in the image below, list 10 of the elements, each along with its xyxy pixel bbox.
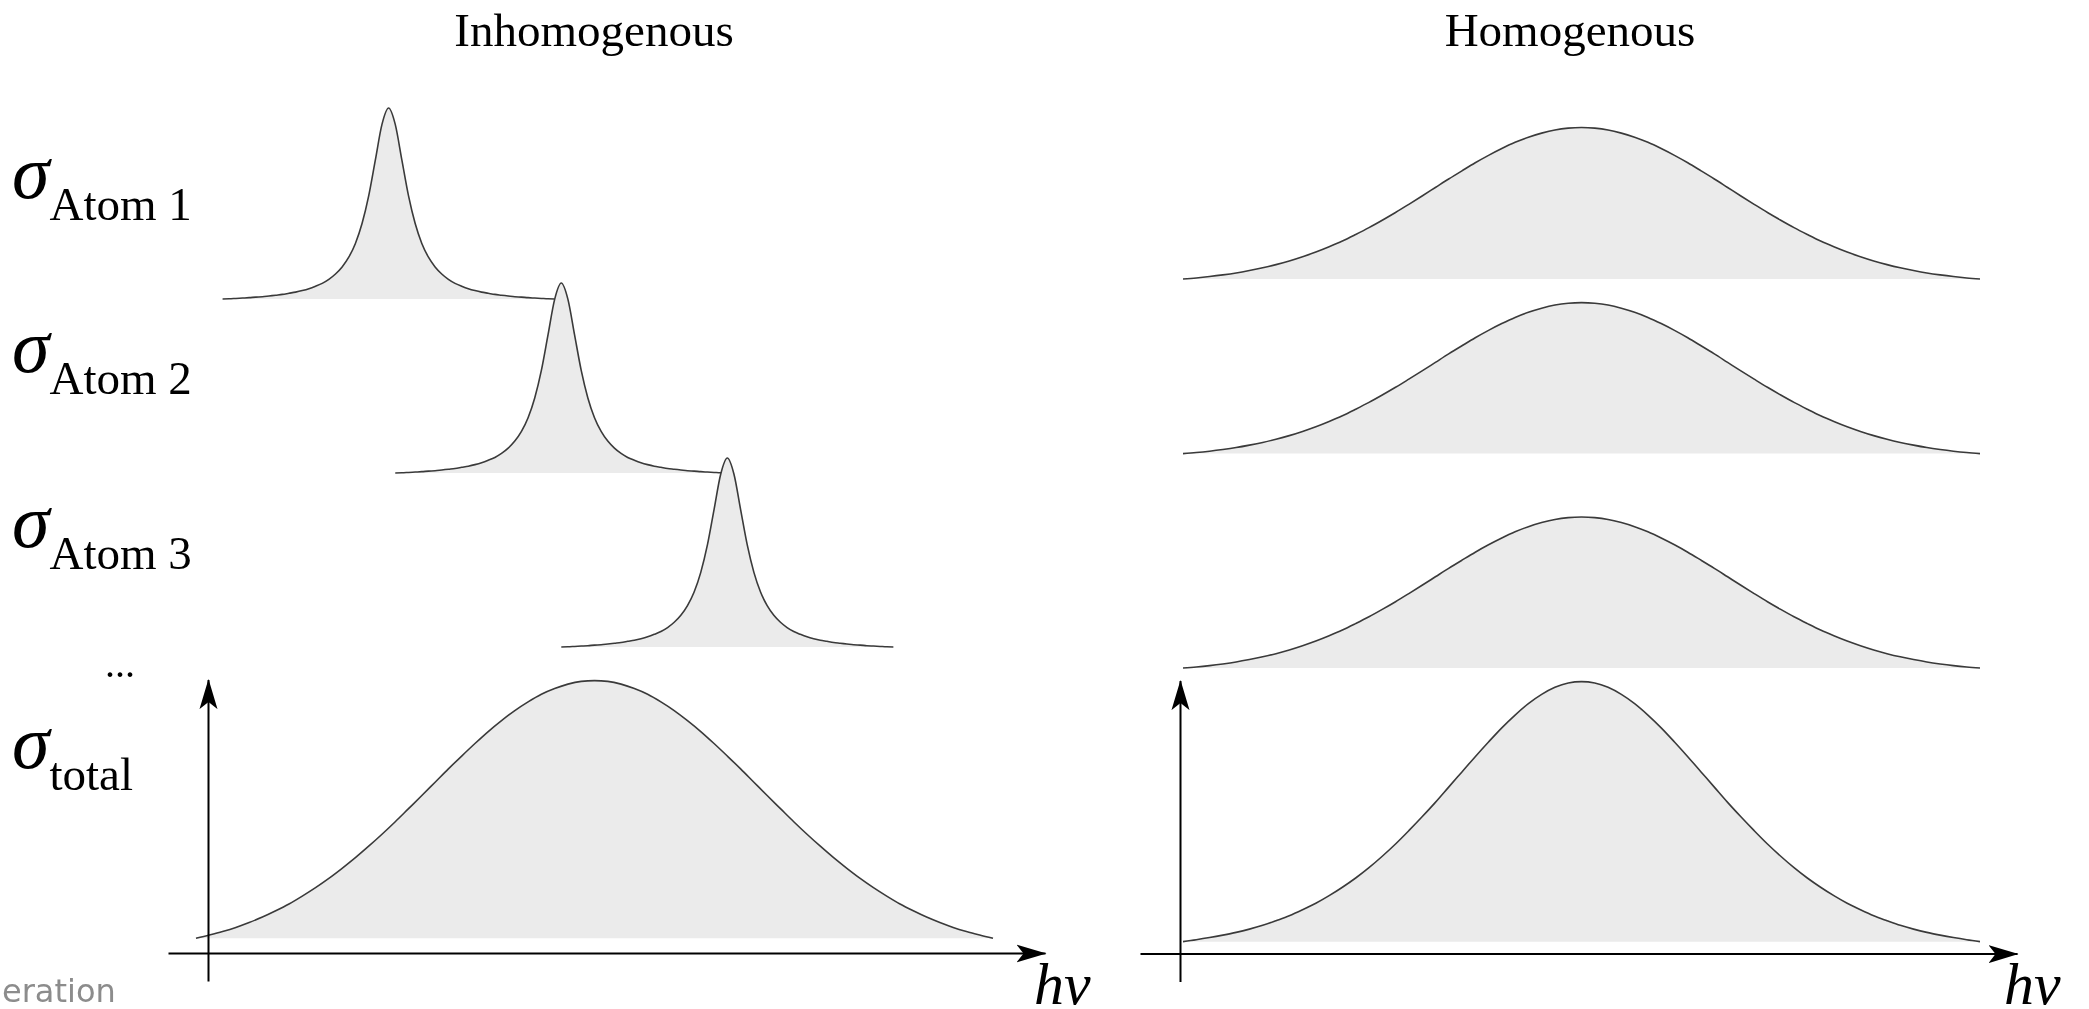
y-axis-title: σ$_{Atom 2}$ [12, 304, 192, 404]
y-axis-title: σ$_{total}$ [12, 700, 134, 800]
chart-title: Homogenous [1444, 4, 1696, 56]
y-axis-title: σ$_{Atom 1}$ [12, 130, 192, 230]
y-axis-title: σ$_{Atom 3}$ [12, 479, 192, 579]
text: eration [2, 972, 116, 1009]
text: ... [105, 641, 135, 686]
chart-title: Inhomogenous [454, 4, 734, 56]
x-axis-title: hν [2004, 951, 2061, 1009]
x-axis-title: hν [1034, 951, 1091, 1009]
